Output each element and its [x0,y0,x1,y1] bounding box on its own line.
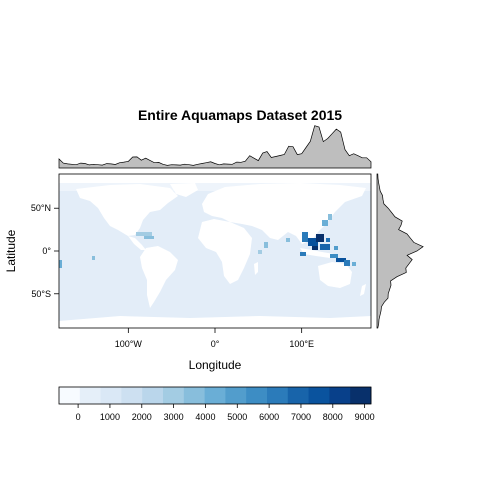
colorbar-swatch [246,387,267,404]
colorbar-tick-label: 2000 [132,412,152,422]
map-panel [59,174,371,328]
colorbar-swatch [329,387,350,404]
right-marginal-density [377,174,423,328]
colorbar: 0 1000 2000 3000 4000 5000 6000 7000 8000 9000 [59,387,375,422]
y-tick-label: 50°S [31,289,51,299]
chart-title: Entire Aquamaps Dataset 2015 [138,107,342,123]
colorbar-swatch [121,387,142,404]
y-tick-label: 0° [42,246,51,256]
colorbar-swatch [288,387,309,404]
colorbar-swatch [184,387,205,404]
colorbar-swatch [101,387,122,404]
colorbar-ticks: 0 1000 2000 3000 4000 5000 6000 7000 8000 9000 [76,404,375,422]
y-axis-ticks: 50°N 0° 50°S [31,203,59,299]
x-tick-label: 100°W [115,339,143,349]
colorbar-tick-label: 1000 [100,412,120,422]
colorbar-swatches [59,387,371,404]
colorbar-swatch [80,387,101,404]
right-marginal-area [377,174,423,328]
y-axis-label: Latitude [4,229,18,272]
colorbar-swatch [225,387,246,404]
top-marginal-area [59,126,371,168]
colorbar-swatch [205,387,226,404]
y-tick-label: 50°N [31,203,51,213]
colorbar-tick-label: 4000 [195,412,215,422]
colorbar-tick-label: 0 [76,412,81,422]
colorbar-swatch [142,387,163,404]
colorbar-tick-label: 5000 [227,412,247,422]
x-tick-label: 0° [211,339,220,349]
colorbar-tick-label: 9000 [355,412,375,422]
colorbar-swatch [350,387,371,404]
colorbar-tick-label: 8000 [323,412,343,422]
x-axis-ticks: 100°W 0° 100°E [115,328,314,349]
x-tick-label: 100°E [289,339,314,349]
colorbar-swatch [163,387,184,404]
x-axis-label: Longitude [189,358,242,372]
colorbar-swatch [309,387,330,404]
colorbar-tick-label: 3000 [164,412,184,422]
colorbar-swatch [267,387,288,404]
colorbar-tick-label: 6000 [259,412,279,422]
colorbar-swatch [59,387,80,404]
top-marginal-density [59,126,371,168]
colorbar-tick-label: 7000 [291,412,311,422]
